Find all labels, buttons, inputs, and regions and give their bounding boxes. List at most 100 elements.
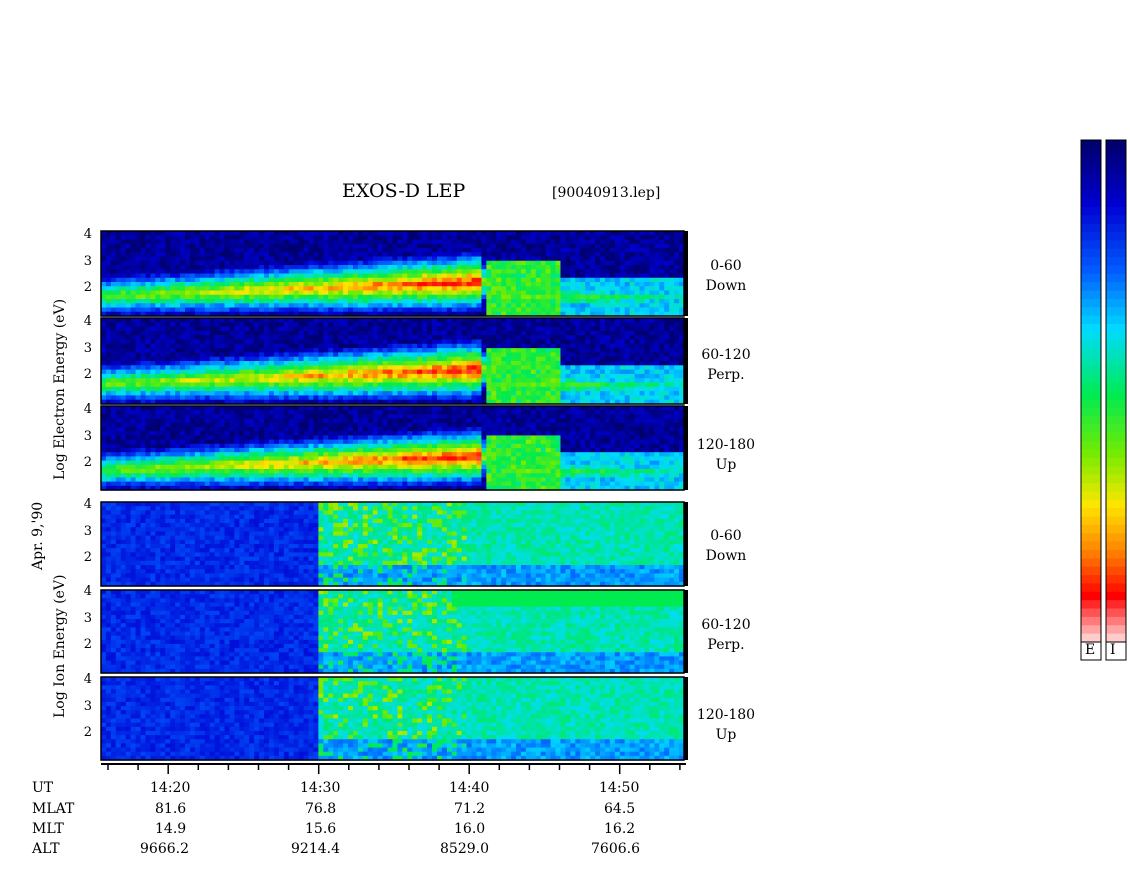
heatmap-cell [555,265,562,270]
heatmap-cell [328,361,334,366]
heatmap-cell [204,290,211,296]
heatmap-cell [333,326,339,332]
heatmap-cell [407,365,413,371]
heatmap-cell [511,239,517,245]
heatmap-cell [101,239,107,245]
heatmap-cell [209,273,216,279]
heatmap-cell [481,256,487,262]
heatmap-cell [135,469,142,474]
heatmap-cell [629,256,636,262]
heatmap-cell [545,256,552,262]
heatmap-cell [585,369,591,375]
heatmap-cell [189,231,196,236]
heatmap-cell [456,365,463,371]
heatmap-cell [486,326,492,332]
heatmap-cell [145,481,152,487]
heatmap-cell [664,290,670,296]
heatmap-cell [535,378,542,384]
heatmap-cell [436,282,443,287]
heatmap-cell [525,235,532,241]
heatmap-cell [516,256,522,262]
heatmap-cell [224,386,231,392]
heatmap-cell [145,256,152,262]
heatmap-cell [412,260,418,266]
heatmap-cell [496,303,502,309]
heatmap-cell [674,322,680,328]
heatmap-cell [120,448,127,453]
heatmap-cell [254,391,260,396]
heatmap-cell [501,303,507,309]
heatmap-cell [600,231,606,236]
heatmap-cell [120,452,127,457]
heatmap-cell [194,265,201,270]
heatmap-cell [491,395,497,401]
heatmap-cell [259,290,265,296]
heatmap-cell [540,311,547,317]
heatmap-cell [209,303,216,309]
heatmap-cell [288,239,295,245]
heatmap-cell [115,365,122,371]
heatmap-cell [486,335,492,341]
heatmap-cell [189,386,196,392]
heatmap-cell [120,456,127,462]
heatmap-cell [609,343,616,349]
heatmap-cell [194,252,201,258]
heatmap-cell [244,322,250,328]
heatmap-cell [283,335,290,341]
heatmap-cell [135,410,142,415]
heatmap-cell [219,282,226,287]
heatmap-cell [555,386,562,392]
heatmap-cell [150,365,156,371]
heatmap-cell [506,282,512,287]
heatmap-cell [491,322,497,328]
heatmap-cell [135,435,142,441]
heatmap-cell [520,252,527,258]
heatmap-cell [471,365,478,371]
heatmap-cell [234,395,240,401]
heatmap-cell [392,369,399,375]
heatmap-cell [560,248,567,253]
heatmap-cell [654,260,660,266]
heatmap-cell [530,290,537,296]
heatmap-cell [110,294,117,300]
heatmap-cell [239,290,245,296]
heatmap-cell [362,348,369,353]
heatmap-cell [180,231,186,236]
heatmap-cell [372,348,379,353]
heatmap-cell [150,248,156,253]
heatmap-cell [189,382,196,388]
heatmap-cell [634,277,641,283]
heatmap-cell [402,395,408,401]
heatmap-cell [101,361,107,366]
heatmap-cell [659,365,665,371]
heatmap-cell [328,290,334,296]
heatmap-cell [639,256,646,262]
heatmap-cell [194,391,201,396]
heatmap-cell [382,343,389,349]
heatmap-cell [352,356,359,362]
heatmap-cell [654,399,660,405]
heatmap-cell [273,318,280,323]
heatmap-cell [244,386,250,392]
heatmap-cell [412,322,418,328]
heatmap-cell [427,243,433,249]
heatmap-cell [669,373,675,379]
heatmap-cell [530,260,537,266]
heatmap-cell [432,277,438,283]
heatmap-cell [377,277,384,283]
heatmap-cell [417,322,423,328]
heatmap-cell [664,248,670,253]
heatmap-cell [496,299,502,304]
heatmap-cell [372,365,379,371]
heatmap-cell [441,235,448,241]
heatmap-cell [362,282,369,287]
heatmap-cell [135,485,142,491]
heatmap-cell [165,352,171,358]
heatmap-cell [476,373,483,379]
heatmap-cell [348,299,354,304]
heatmap-cell [165,339,171,345]
heatmap-cell [585,348,591,353]
heatmap-cell [619,399,626,405]
heatmap-cell [101,318,107,323]
heatmap-cell [575,343,581,349]
